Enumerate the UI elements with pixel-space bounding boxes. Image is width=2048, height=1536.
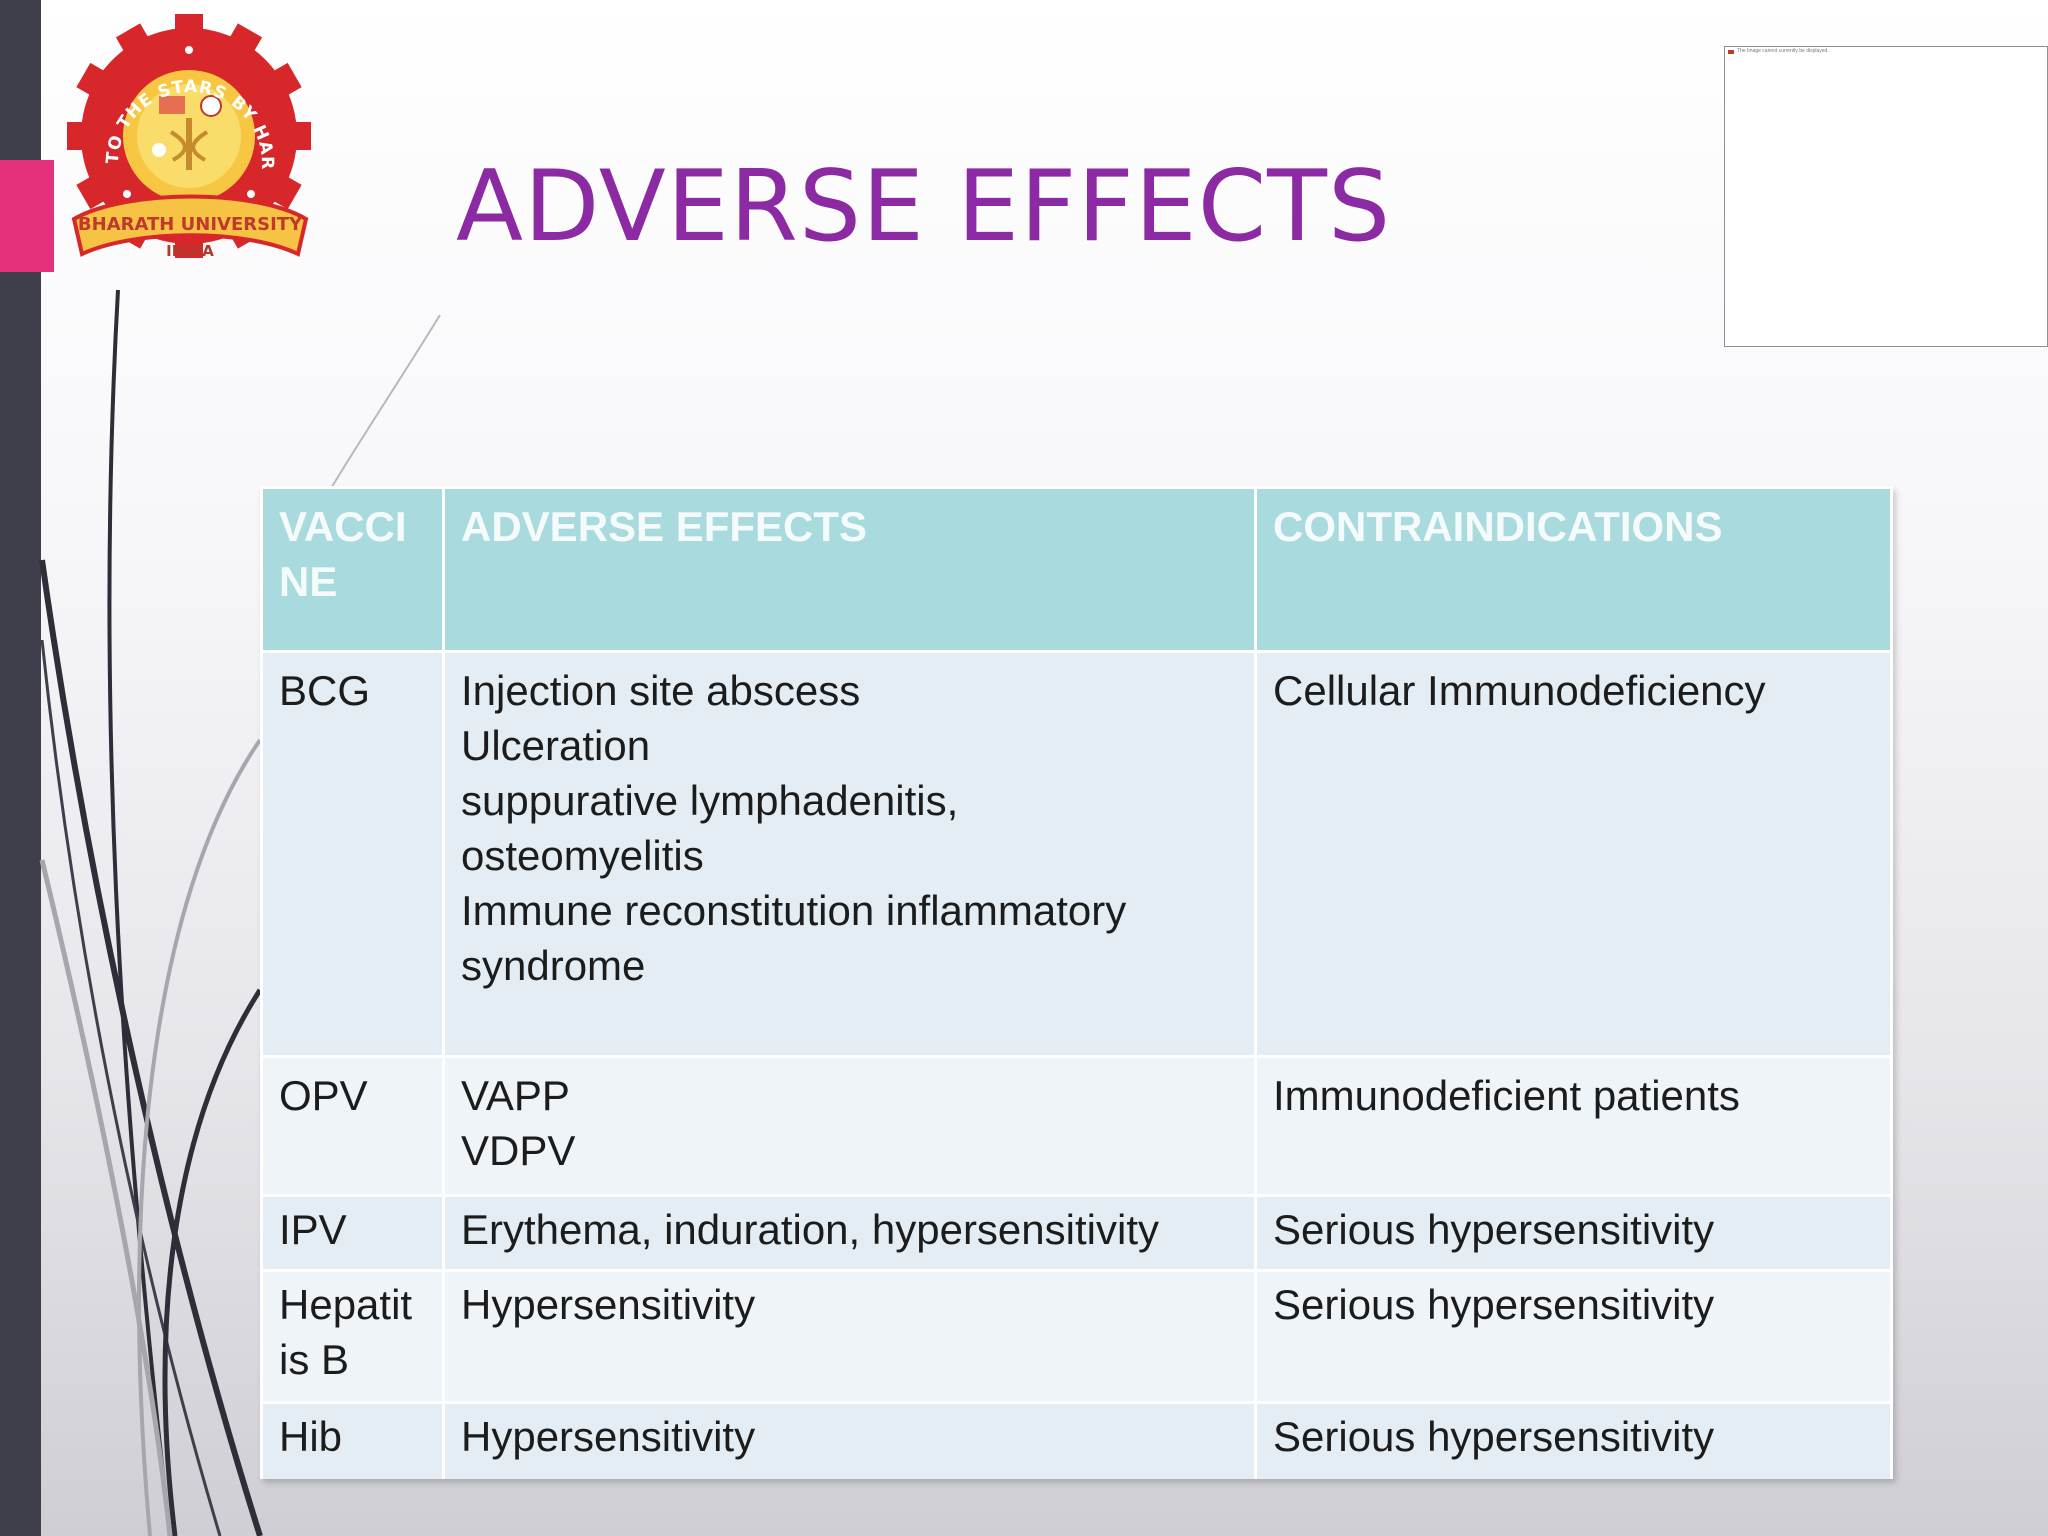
university-logo: TO THE STARS BY HARD WORK BHARATH UNIVER… [66,14,311,260]
cell-contraindications: Cellular Immunodeficiency [1254,650,1893,1057]
table-row: IPV Erythema, induration, hypersensitivi… [260,1194,1893,1271]
cell-vaccine: Hib [260,1401,445,1479]
header-vaccine: VACCI NE [260,486,445,652]
cell-vaccine: Hepatit is B [260,1269,445,1403]
svg-text:BHARATH UNIVERSITY: BHARATH UNIVERSITY [78,214,303,235]
cell-adverse-effects: Hypersensitivity [442,1269,1257,1403]
cell-adverse-effects: VAPP VDPV [442,1055,1257,1196]
table-row: BCG Injection site abscess Ulceration su… [260,650,1893,1057]
cell-vaccine: OPV [260,1055,445,1196]
adverse-effects-table: VACCI NE ADVERSE EFFECTS CONTRAINDICATIO… [260,486,1893,1479]
broken-image-caption: The Image cannot currently be displayed. [1737,48,1829,54]
broken-image-icon [1728,50,1734,54]
cell-vaccine: IPV [260,1194,445,1271]
slide-title: ADVERSE EFFECTS [456,150,1392,264]
decorative-swoosh-lines [39,289,441,1536]
cell-contraindications: Serious hypersensitivity [1254,1269,1893,1403]
cell-adverse-effects: Injection site abscess Ulceration suppur… [442,650,1257,1057]
header-adverse-effects: ADVERSE EFFECTS [442,486,1257,652]
cell-adverse-effects: Hypersensitivity [442,1401,1257,1479]
pink-accent-tab [0,160,54,272]
cell-contraindications: Immunodeficient patients [1254,1055,1893,1196]
table-header-row: VACCI NE ADVERSE EFFECTS CONTRAINDICATIO… [260,486,1893,652]
cell-contraindications: Serious hypersensitivity [1254,1194,1893,1271]
table-row: OPV VAPP VDPV Immunodeficient patients [260,1055,1893,1196]
header-contraindications: CONTRAINDICATIONS [1254,486,1893,652]
table-row: Hepatit is B Hypersensitivity Serious hy… [260,1269,1893,1403]
cell-vaccine: BCG [260,650,445,1057]
svg-text:INDIA: INDIA [166,242,214,260]
broken-image-placeholder: The Image cannot currently be displayed. [1724,46,2048,347]
cell-adverse-effects: Erythema, induration, hypersensitivity [442,1194,1257,1271]
table-row: Hib Hypersensitivity Serious hypersensit… [260,1401,1893,1479]
cell-contraindications: Serious hypersensitivity [1254,1401,1893,1479]
